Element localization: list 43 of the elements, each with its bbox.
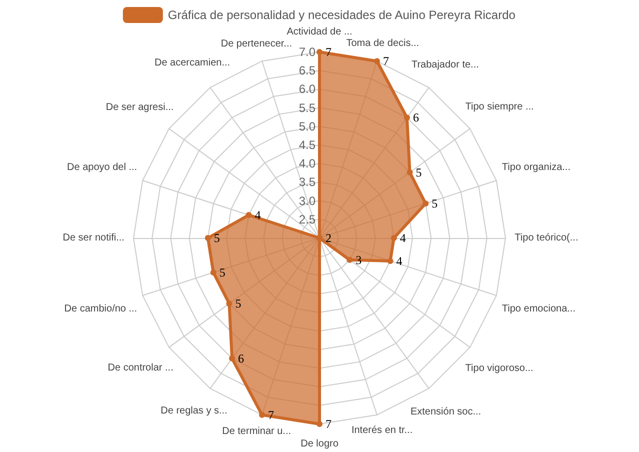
text: 6: [238, 351, 244, 366]
legend-label: Gráfica de personalidad y necesidades de Auino Pereyra Ricardo: [168, 8, 516, 22]
spoke-label: Tipo teórico(...: [514, 232, 578, 244]
text: 5: [214, 231, 220, 245]
spoke-label: Trabajador te...: [411, 60, 479, 71]
y-tick-label: 7.0: [298, 45, 316, 59]
spoke-label: De cambio/no ...: [64, 304, 138, 315]
text: 7: [382, 54, 389, 68]
spoke-label: De terminar u...: [222, 426, 292, 438]
y-tick-label: 5.0: [298, 119, 316, 134]
y-tick-label: 3.5: [298, 175, 316, 190]
spoke-label: De logro: [300, 438, 339, 450]
spoke-label: Tipo emociona...: [502, 304, 576, 315]
text: 5: [219, 265, 226, 280]
text: 4: [400, 231, 406, 245]
y-tick-label: 5.5: [298, 100, 316, 115]
y-tick-label: 3.0: [298, 194, 316, 208]
spoke-label: De apoyo del ...: [67, 162, 138, 173]
spoke-label: De pertenecer...: [220, 38, 292, 50]
spoke-label: Tipo vigoroso...: [465, 363, 534, 374]
spoke-label: De ser notifi...: [62, 232, 124, 244]
text: 5: [416, 165, 422, 180]
text: 2: [326, 231, 332, 245]
y-tick-label: 4.0: [298, 156, 316, 171]
spoke-label: Extensión soc...: [410, 406, 482, 418]
y-tick-label: 2.5: [298, 212, 316, 226]
y-tick-label: 6.0: [298, 82, 316, 96]
spoke-label: Toma de decis...: [346, 38, 420, 50]
spoke-label: De reglas y s...: [160, 405, 228, 416]
spoke-label: Tipo organiza...: [502, 162, 570, 174]
text: 5: [432, 196, 438, 211]
y-tick-label: 6.5: [298, 64, 316, 78]
spoke-label: De ser agresi...: [106, 102, 174, 113]
text: 7: [326, 417, 332, 431]
spoke-label: Interés en tr...: [351, 424, 413, 436]
spoke-label: De acercamien...: [154, 57, 230, 68]
spoke-label: De controlar ...: [108, 362, 174, 374]
text: 5: [235, 296, 242, 311]
text: 4: [396, 254, 402, 268]
y-tick-label: 4.5: [298, 138, 316, 152]
spoke-label: Tipo siempre ...: [465, 102, 534, 113]
text: 6: [412, 110, 419, 125]
spoke-label: Actividad de ...: [286, 26, 352, 38]
